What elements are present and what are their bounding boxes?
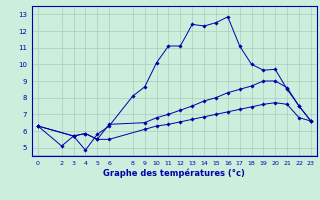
X-axis label: Graphe des températures (°c): Graphe des températures (°c) (103, 169, 245, 178)
